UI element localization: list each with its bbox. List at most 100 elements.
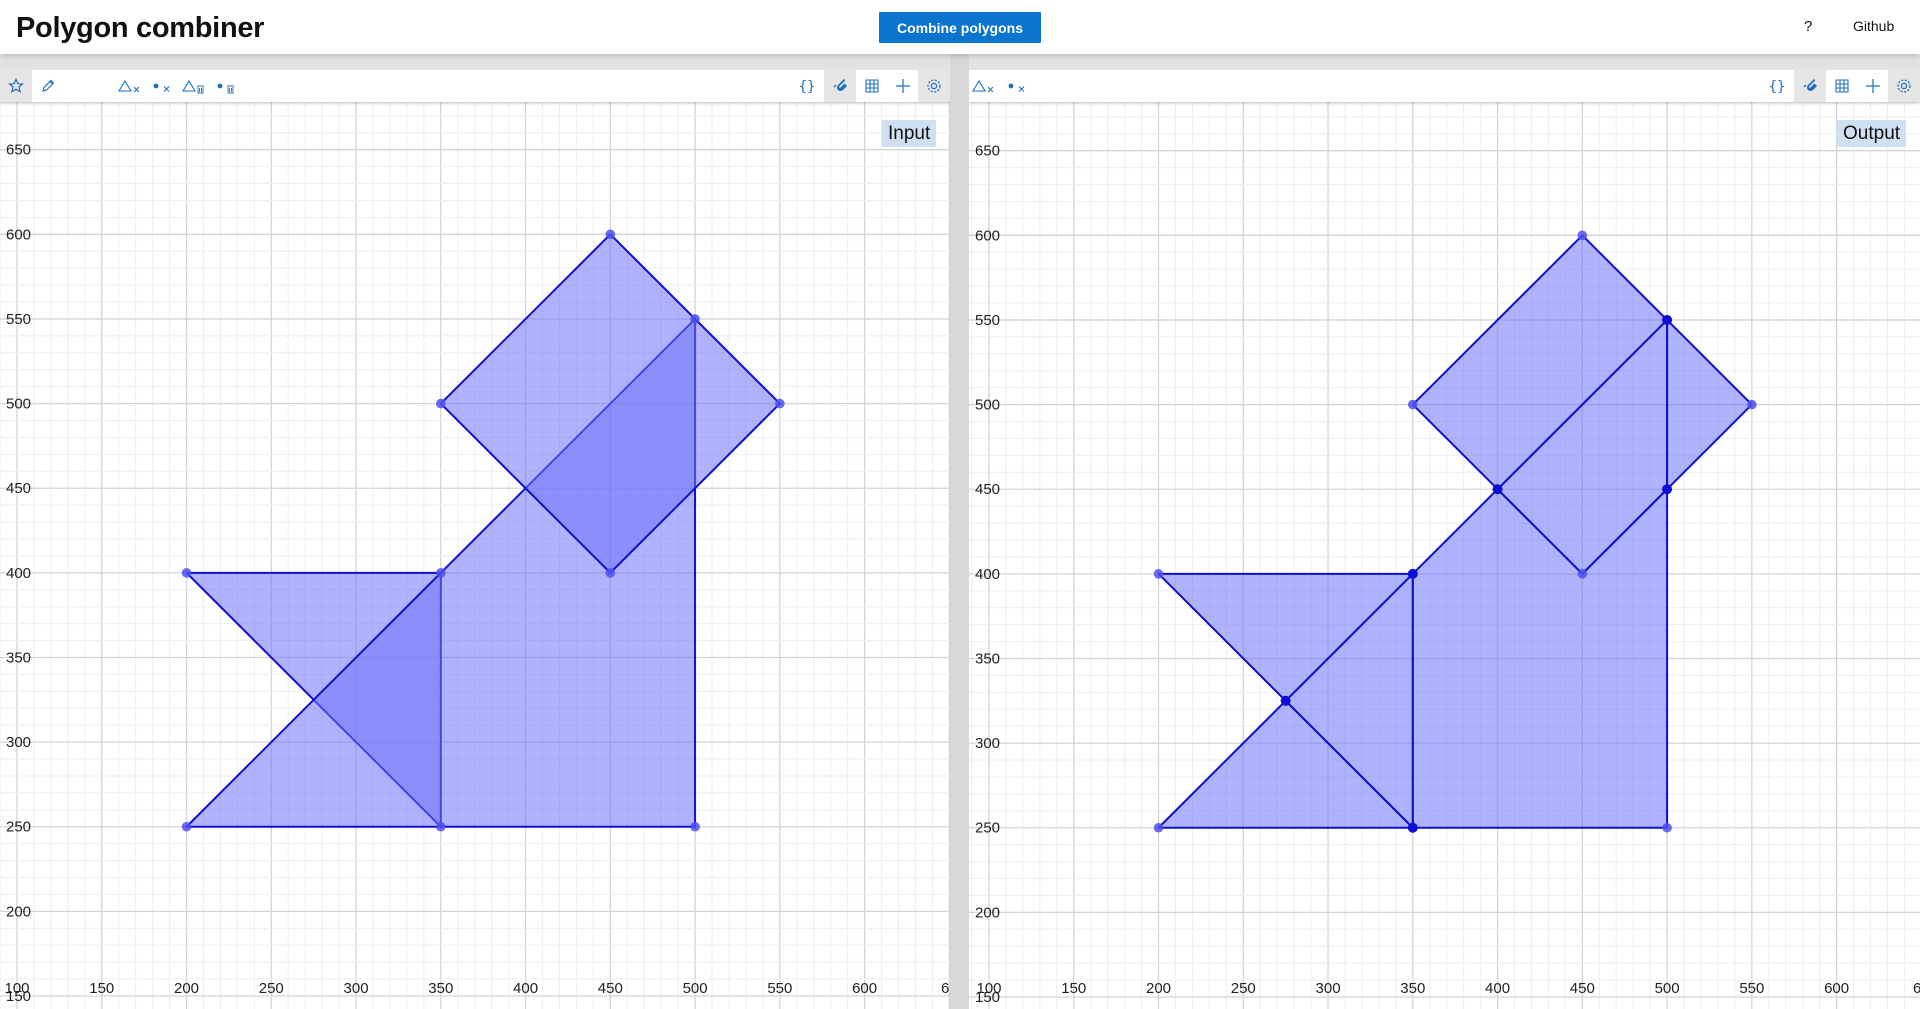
- intersection-point: [1662, 314, 1673, 325]
- y-tick-label: 350: [6, 649, 31, 666]
- grid-icon[interactable]: [1832, 76, 1852, 96]
- braces-icon[interactable]: {}: [1766, 76, 1788, 96]
- delete-polygon-icon[interactable]: [971, 76, 997, 96]
- x-tick-label: 600: [1824, 980, 1849, 997]
- output-panel: {} Output 100 150 200 250 300 350 400 450 500 550…: [969, 70, 1920, 1009]
- y-tick-label: 150: [975, 989, 1000, 1006]
- y-tick-label: 450: [6, 480, 31, 497]
- y-tick-label: 400: [975, 566, 1000, 583]
- vertex-point: [181, 568, 192, 578]
- x-tick-label: 100: [976, 980, 1001, 997]
- y-tick-label: 650: [975, 143, 1000, 160]
- intersection-point: [1492, 484, 1503, 495]
- pencil-icon[interactable]: [38, 76, 58, 96]
- polygons: [185, 233, 781, 828]
- x-tick-label: 550: [1739, 980, 1764, 997]
- y-tick-label: 200: [6, 903, 31, 920]
- polygons: [1157, 234, 1753, 829]
- x-tick-label: 450: [1570, 980, 1595, 997]
- crosshair-icon[interactable]: [893, 76, 913, 96]
- combine-polygons-button[interactable]: Combine polygons: [879, 12, 1041, 43]
- vertex-point: [1662, 822, 1672, 833]
- app-header: Polygon combiner Combine polygons ? Gith…: [0, 0, 1920, 54]
- y-tick-label: 150: [6, 988, 31, 1005]
- x-tick-label: 200: [1146, 980, 1171, 997]
- y-tick-label: 400: [6, 565, 31, 582]
- input-toolbar: {}: [0, 70, 950, 102]
- vertex-point: [1153, 822, 1164, 833]
- app-title: Polygon combiner: [16, 12, 265, 44]
- magnet-icon[interactable]: [1794, 70, 1826, 102]
- help-link[interactable]: ?: [1804, 18, 1813, 35]
- x-tick-label: 500: [1655, 980, 1680, 997]
- x-tick-label: 250: [259, 980, 284, 997]
- y-tick-label: 350: [975, 650, 1000, 667]
- delete-point-icon[interactable]: [151, 76, 175, 96]
- crosshair-icon[interactable]: [1863, 76, 1883, 96]
- y-tick-label: 200: [975, 904, 1000, 921]
- vertex-point: [775, 398, 785, 409]
- x-tick-label: 100: [4, 980, 29, 997]
- axis-labels: 1001502002503003504004505005506006515020…: [975, 143, 1920, 1006]
- input-plot[interactable]: 1001502002503003504004505005506006515020…: [0, 102, 950, 1009]
- star-icon[interactable]: [0, 70, 32, 102]
- y-tick-label: 600: [6, 226, 31, 243]
- x-tick-label: 250: [1231, 980, 1256, 997]
- intersection-point: [1662, 484, 1673, 495]
- input-label: Input: [882, 120, 937, 147]
- panel-resize-handle[interactable]: [950, 54, 969, 1009]
- y-tick-label: 650: [6, 142, 31, 159]
- vertices: [181, 229, 785, 832]
- axis-labels: 1001502002503003504004505005506006515020…: [4, 142, 950, 1005]
- intersection-point: [1407, 822, 1418, 833]
- settings-icon[interactable]: [1888, 70, 1920, 102]
- braces-icon[interactable]: {}: [796, 76, 818, 96]
- intersection-point: [1407, 568, 1418, 579]
- x-tick-label: 300: [1316, 980, 1341, 997]
- x-tick-label: 65: [941, 980, 950, 997]
- vertex-point: [1408, 399, 1418, 410]
- delete-point-icon[interactable]: [1006, 76, 1030, 96]
- polygon: [1157, 699, 1414, 829]
- vertex-point: [1153, 569, 1164, 579]
- x-tick-label: 150: [89, 980, 114, 997]
- settings-icon[interactable]: [918, 70, 950, 102]
- grid-icon[interactable]: [862, 76, 882, 96]
- output-toolbar: {}: [969, 70, 1920, 102]
- x-tick-label: 200: [174, 980, 199, 997]
- vertex-point: [690, 314, 700, 324]
- x-tick-label: 450: [598, 980, 623, 997]
- vertex-point: [1577, 569, 1588, 579]
- y-tick-label: 250: [6, 819, 31, 836]
- y-tick-label: 550: [6, 311, 31, 328]
- magnet-icon[interactable]: [824, 70, 856, 102]
- vertex-point: [690, 821, 700, 832]
- polygon: [1666, 318, 1753, 491]
- trash-polygon-icon[interactable]: [181, 76, 207, 96]
- vertex-point: [181, 821, 192, 832]
- x-tick-label: 300: [344, 980, 369, 997]
- x-tick-label: 150: [1061, 980, 1086, 997]
- vertex-point: [436, 568, 446, 578]
- y-tick-label: 500: [6, 396, 31, 413]
- input-panel: {} Input 100 150 200 250 300 350 400 450 500 550 6…: [0, 70, 950, 1009]
- svg-text:{}: {}: [799, 79, 816, 94]
- vertices: [1153, 230, 1757, 833]
- polygon: [1411, 488, 1669, 829]
- x-tick-label: 400: [1485, 980, 1510, 997]
- intersection-point: [1280, 695, 1291, 706]
- y-tick-label: 250: [975, 820, 1000, 837]
- y-tick-label: 300: [975, 735, 1000, 752]
- y-tick-label: 550: [975, 312, 1000, 329]
- github-link[interactable]: Github: [1853, 18, 1895, 34]
- y-tick-label: 600: [975, 227, 1000, 244]
- trash-point-icon[interactable]: [216, 76, 238, 96]
- y-tick-label: 450: [975, 481, 1000, 498]
- x-tick-label: 400: [513, 980, 538, 997]
- x-tick-label: 350: [428, 980, 453, 997]
- vertex-point: [605, 229, 616, 240]
- output-plot[interactable]: 1001502002503003504004505005506006515020…: [969, 102, 1920, 1009]
- delete-polygon-icon[interactable]: [117, 76, 143, 96]
- x-tick-label: 600: [852, 980, 877, 997]
- x-tick-label: 65: [1913, 980, 1920, 997]
